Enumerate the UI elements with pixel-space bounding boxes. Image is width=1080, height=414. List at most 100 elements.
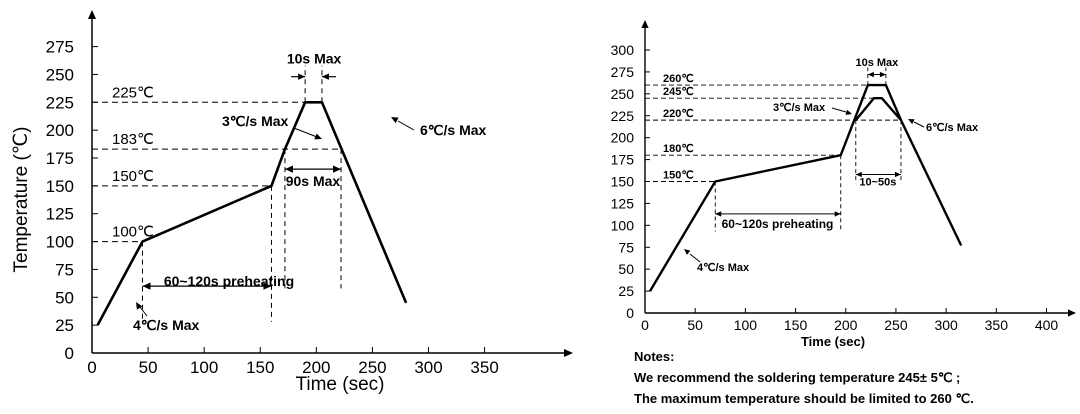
profile-line	[96, 101, 408, 326]
ramp-up-label: 3℃/s Max	[222, 113, 289, 129]
dwell-label: 10s Max	[855, 57, 899, 69]
x-tick-label: 400	[1035, 317, 1059, 333]
cool-down-label: 6℃/s Max	[420, 122, 487, 138]
x-tick-label: 0	[87, 358, 96, 377]
ref-label: 225℃	[112, 84, 154, 101]
y-tick-label: 100	[46, 233, 74, 252]
initial-ramp-pointer-arrow	[136, 302, 143, 310]
y-tick-label: 225	[46, 93, 74, 112]
notes-line-2: The maximum temperature should be limite…	[634, 391, 974, 406]
y-tick-label: 25	[55, 316, 74, 335]
x-tick-label: 50	[139, 358, 158, 377]
above-183-dimension-arrow	[333, 165, 342, 173]
dwell-arrow	[321, 73, 329, 80]
y-tick-label: 225	[611, 108, 635, 124]
preheat-label: 60~120s preheating	[722, 217, 834, 231]
ref-label: 245℃	[663, 86, 694, 98]
initial-ramp-label: 4℃/s Max	[697, 262, 750, 274]
cool-down-pointer-arrow	[908, 119, 915, 125]
preheat-dimension-arrow	[715, 211, 722, 217]
x-tick-label: 350	[470, 358, 498, 377]
ramp-up-pointer	[293, 127, 318, 138]
y-tick-label: 175	[46, 149, 74, 168]
ref-label: 100℃	[112, 224, 154, 241]
y-tick-label: 175	[611, 152, 635, 168]
ramp-up-label: 3℃/s Max	[773, 102, 826, 114]
dwell-arrow	[298, 73, 306, 80]
y-tick-label: 150	[46, 177, 74, 196]
y-tick-label: 250	[46, 65, 74, 84]
y-tick-label: 300	[611, 42, 635, 58]
x-axis-title: Time (sec)	[801, 334, 865, 349]
left-reflow-chart: 0 50 100 150 200 250 300 350 0 25 50 75 100 125 150 175…	[11, 10, 573, 395]
y-tick-label: 50	[55, 288, 74, 307]
preheat-dimension-arrow	[142, 282, 151, 290]
profile-line-recommended	[854, 97, 902, 121]
x-tick-label: 300	[934, 317, 958, 333]
x-tick-label: 150	[784, 317, 808, 333]
x-tick-label: 100	[734, 317, 758, 333]
y-tick-label: 125	[611, 195, 635, 211]
x-tick-label: 300	[414, 358, 442, 377]
cool-down-pointer	[913, 121, 925, 128]
above-183-dimension-arrow	[284, 165, 293, 173]
y-tick-label: 25	[618, 283, 634, 299]
initial-ramp-pointer	[689, 253, 701, 263]
notes-line-1: We recommend the soldering temperature 2…	[634, 370, 961, 385]
cool-down-pointer	[397, 120, 415, 131]
initial-ramp-label: 4℃/s Max	[133, 317, 200, 333]
y-tick-label: 0	[65, 344, 74, 363]
y-axis-arrow	[87, 10, 97, 19]
x-axis-title: Time (sec)	[295, 374, 384, 395]
above-183-label: 90s Max	[286, 173, 341, 189]
cool-down-label: 6℃/s Max	[926, 122, 979, 134]
y-tick-label: 200	[611, 130, 635, 146]
dwell-label: 10s Max	[287, 50, 342, 66]
y-tick-label: 250	[611, 86, 635, 102]
above-220-label: 10~50s	[859, 177, 896, 189]
ramp-up-pointer-arrow	[314, 133, 322, 140]
x-tick-label: 100	[190, 358, 218, 377]
notes-heading: Notes:	[634, 349, 675, 364]
ref-label: 150℃	[112, 168, 154, 185]
dwell-dimension-arrow	[867, 71, 874, 78]
y-tick-label: 200	[46, 121, 74, 140]
ref-label: 183℃	[112, 131, 154, 148]
ramp-up-pointer-arrow	[845, 109, 852, 115]
y-tick-label: 275	[46, 38, 74, 57]
x-tick-label: 250	[884, 317, 908, 333]
ramp-up-pointer	[831, 107, 847, 113]
preheat-label: 60~120s preheating	[164, 273, 294, 289]
initial-ramp-pointer-arrow	[684, 249, 691, 255]
above-220-dimension-arrow	[855, 171, 862, 178]
profile-line-max	[648, 83, 963, 292]
initial-ramp-pointer	[139, 306, 148, 317]
x-axis-arrow	[564, 348, 573, 358]
ref-label: 220℃	[663, 108, 694, 120]
dwell-dimension-arrow	[879, 71, 886, 78]
y-tick-label: 75	[55, 260, 74, 279]
y-tick-label: 150	[611, 174, 635, 190]
notes-block: Notes: We recommend the soldering temper…	[634, 346, 1074, 409]
x-tick-label: 250	[358, 358, 386, 377]
ref-label: 180℃	[663, 143, 694, 155]
y-tick-label: 50	[618, 261, 634, 277]
ref-label: 150℃	[663, 170, 694, 182]
y-tick-label: 0	[626, 305, 634, 321]
preheat-dimension-arrow	[263, 282, 272, 290]
x-tick-label: 50	[687, 317, 703, 333]
cool-down-pointer-arrow	[391, 117, 399, 124]
y-tick-label: 100	[611, 217, 635, 233]
x-tick-label: 200	[834, 317, 858, 333]
y-axis-arrow	[641, 20, 649, 28]
above-220-dimension-arrow	[894, 171, 901, 178]
x-tick-label: 200	[302, 358, 330, 377]
x-tick-label: 0	[641, 317, 649, 333]
x-tick-label: 150	[246, 358, 274, 377]
y-axis-title: Temperature (℃)	[11, 127, 32, 273]
y-tick-label: 125	[46, 205, 74, 224]
x-axis-arrow	[1068, 309, 1076, 317]
y-tick-label: 275	[611, 64, 635, 80]
y-tick-label: 75	[618, 239, 634, 255]
